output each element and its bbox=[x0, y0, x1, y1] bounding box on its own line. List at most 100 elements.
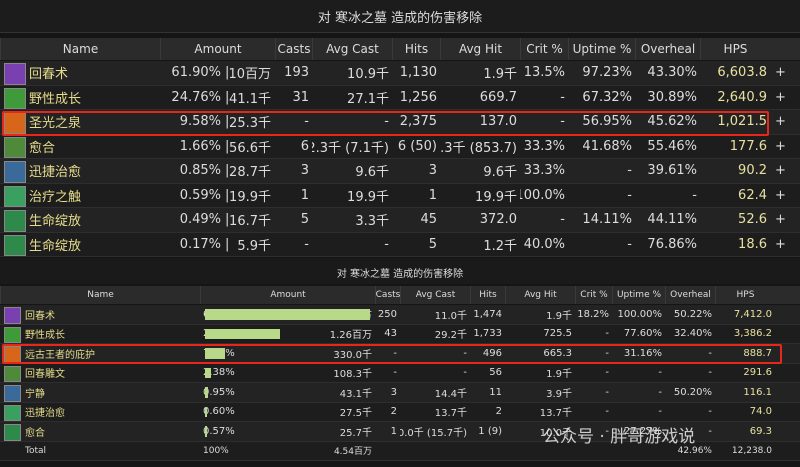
table-row bbox=[0, 134, 800, 159]
cell: - bbox=[605, 367, 609, 379]
separator: | bbox=[225, 114, 230, 130]
cell: 迅捷治愈 bbox=[29, 165, 82, 181]
cell: 841.1千 bbox=[228, 91, 271, 107]
cell: 1.66% bbox=[179, 138, 221, 154]
table-row bbox=[0, 383, 800, 403]
cell: 2.10百万 bbox=[228, 67, 271, 83]
cell: 1.9千 bbox=[546, 310, 572, 322]
cell: 5 bbox=[428, 236, 437, 252]
expand-button: + bbox=[775, 212, 786, 228]
spell-icon bbox=[4, 136, 26, 158]
cell: 372.0 bbox=[479, 212, 517, 228]
cell: 33.3% bbox=[523, 138, 565, 154]
table-row bbox=[0, 363, 800, 383]
table-row bbox=[0, 159, 800, 184]
cell: 50.20% bbox=[673, 386, 712, 398]
cell: 27.5千 bbox=[339, 408, 372, 420]
table-row bbox=[0, 61, 800, 86]
cell: - bbox=[384, 114, 389, 130]
cell: 69.3 bbox=[749, 425, 772, 437]
cell: - bbox=[463, 367, 467, 379]
cell: 1,021.5 bbox=[717, 114, 767, 130]
cell: 45 bbox=[420, 212, 437, 228]
cell: - bbox=[463, 347, 467, 359]
cell: 13.5% bbox=[523, 65, 565, 81]
cell: - bbox=[384, 236, 389, 252]
cell: 1 bbox=[300, 187, 309, 203]
cell: 1,733 bbox=[473, 328, 502, 340]
cell: 29.2千 bbox=[434, 330, 467, 342]
cell: 迅捷治愈 bbox=[25, 408, 65, 420]
column-header: Overheal bbox=[665, 286, 715, 304]
column-header: Hits bbox=[392, 38, 440, 60]
cell: 3 bbox=[300, 163, 309, 179]
cell: 2,640.9 bbox=[717, 89, 767, 105]
cell: 回春术 bbox=[29, 67, 69, 83]
cell: 56 bbox=[489, 367, 502, 379]
spell-icon bbox=[4, 385, 21, 402]
separator: | bbox=[225, 138, 230, 154]
column-header: Avg Hit bbox=[440, 38, 520, 60]
cell: 76.86% bbox=[647, 236, 697, 252]
cell: 1,474 bbox=[473, 308, 502, 320]
cell: 10.0千 (15.7千) bbox=[400, 427, 467, 439]
table-row bbox=[0, 208, 800, 233]
separator: | bbox=[225, 236, 230, 252]
cell: - bbox=[658, 386, 662, 398]
spell-icon bbox=[4, 210, 26, 232]
cell: - bbox=[658, 367, 662, 379]
cell: 6 (50) bbox=[397, 138, 437, 154]
cell: - bbox=[605, 425, 609, 437]
table-row bbox=[0, 85, 800, 110]
cell: - bbox=[708, 425, 712, 437]
spell-icon bbox=[4, 326, 21, 343]
cell: 生命绽放 bbox=[29, 214, 82, 230]
cell: 193 bbox=[284, 65, 309, 81]
cell: 野性成长 bbox=[29, 91, 82, 107]
cell: - bbox=[605, 386, 609, 398]
expand-button: + bbox=[775, 187, 786, 203]
cell: 18.6 bbox=[738, 236, 767, 252]
column-header: Overheal bbox=[635, 38, 700, 60]
cell: 10.0千 bbox=[539, 427, 572, 439]
column-header: Avg Cast bbox=[312, 38, 392, 60]
cell: 250 bbox=[377, 308, 397, 320]
cell: 100.00% bbox=[617, 308, 663, 320]
cell: 90.2 bbox=[738, 163, 767, 179]
cell: 55.46% bbox=[647, 138, 697, 154]
cell: 7,412.0 bbox=[733, 308, 772, 320]
cell: 1.9千 bbox=[483, 67, 517, 83]
column-header: Amount bbox=[160, 38, 275, 60]
total-cell: 42.96% bbox=[677, 445, 712, 456]
cell: 18.2% bbox=[577, 308, 609, 320]
cell: 50.22% bbox=[673, 308, 712, 320]
header-row bbox=[0, 38, 800, 60]
cell: 6 bbox=[300, 138, 309, 154]
cell: 33.3% bbox=[523, 163, 565, 179]
spell-icon bbox=[4, 161, 26, 183]
table-row bbox=[0, 422, 800, 442]
cell: 27.1千 bbox=[347, 91, 389, 107]
expand-button: + bbox=[775, 236, 786, 252]
cell: 5 bbox=[300, 212, 309, 228]
cell: 回春术 bbox=[25, 310, 55, 322]
cell: 496 bbox=[482, 347, 502, 359]
cell: 291.6 bbox=[743, 367, 772, 379]
cell: 0.60% bbox=[203, 406, 235, 418]
cell: - bbox=[627, 236, 632, 252]
spell-icon bbox=[4, 63, 26, 85]
column-header: HPS bbox=[715, 286, 775, 304]
spell-icon bbox=[4, 185, 26, 207]
cell: 137.0 bbox=[479, 114, 517, 130]
cell: - bbox=[605, 328, 609, 340]
cell: 1 bbox=[390, 425, 397, 437]
bar bbox=[205, 406, 207, 417]
cell: 0.59% bbox=[179, 187, 221, 203]
cell: 31.16% bbox=[623, 347, 662, 359]
spell-icon bbox=[4, 404, 21, 421]
cell: 45.62% bbox=[647, 114, 697, 130]
cell: - bbox=[708, 367, 712, 379]
cell: 3 bbox=[390, 386, 397, 398]
spell-icon bbox=[4, 307, 21, 324]
expand-button: + bbox=[775, 163, 786, 179]
